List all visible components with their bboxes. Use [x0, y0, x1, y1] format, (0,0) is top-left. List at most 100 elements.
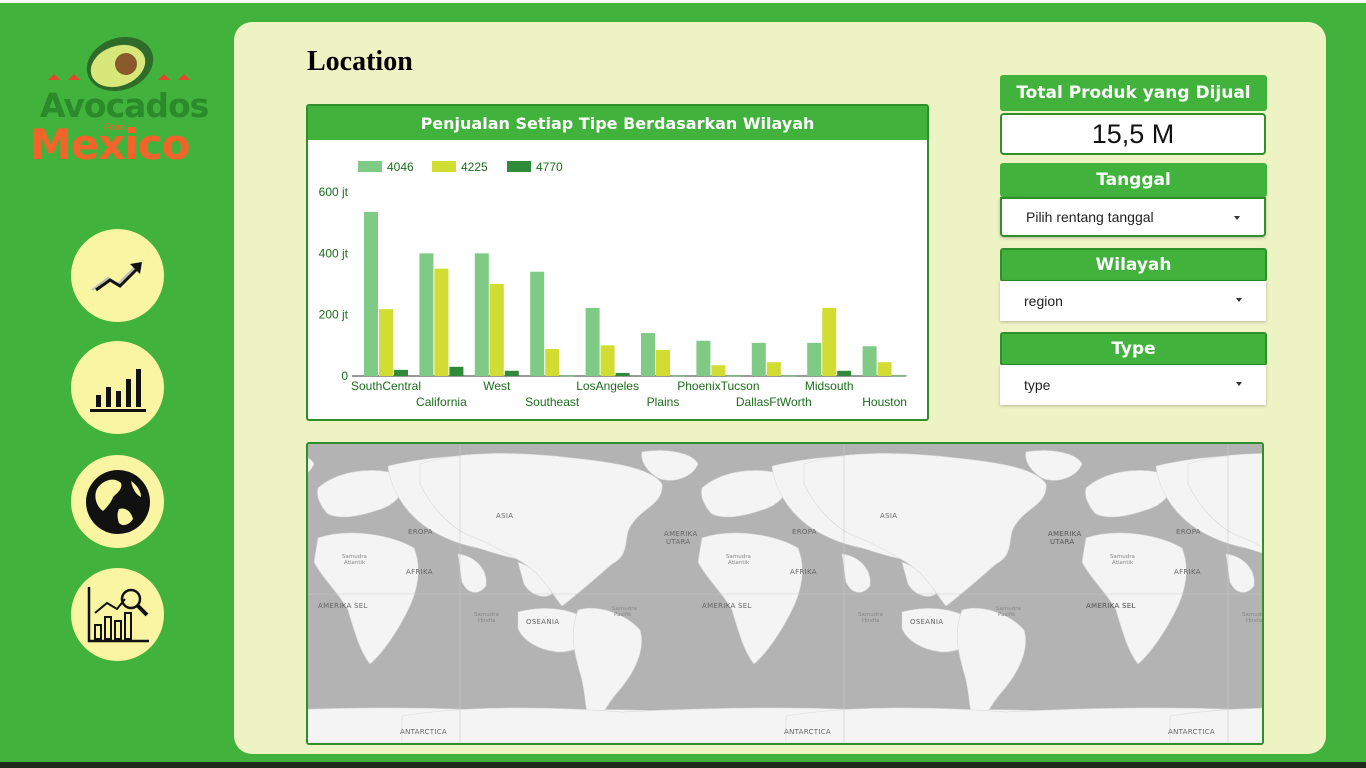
bar-chart[interactable]: 4046 4225 4770 0 200 jt 400 jt 600 jt SouthCent… [308, 140, 927, 419]
map-landmass [1225, 553, 1255, 593]
x-tick-label: PhoenixTucson [677, 379, 759, 393]
world-map[interactable]: ASIA EROPA AFRIKA OSEANIA ANTARCTICA Samudra H… [306, 442, 1264, 745]
map-label: Pasifik [614, 612, 632, 618]
total-header: Total Produk yang Dijual [1000, 75, 1267, 111]
bar-4770 [837, 370, 852, 376]
logo-text-avocados: Avocados [40, 86, 209, 125]
map-landmass [1169, 707, 1262, 743]
map-label: ANTARCTICA [1168, 728, 1215, 736]
map-label: Atlantik [344, 560, 366, 566]
region-dropdown[interactable]: region [1000, 281, 1266, 321]
map-tile [1169, 453, 1262, 743]
map-label: Atlantik [728, 560, 750, 566]
map-label: UTARA [1050, 538, 1075, 546]
total-value: 15,5 M [1000, 113, 1266, 155]
map-label: Hindia [1246, 618, 1262, 624]
map-label: AFRIKA [406, 568, 433, 576]
map-label: Hindia [862, 618, 880, 624]
bar-4046 [696, 340, 711, 376]
map-label: AMERIKA SEL [1086, 602, 1136, 610]
region-value: region [1024, 293, 1063, 309]
legend-label: 4770 [536, 160, 563, 174]
map-label: AMERIKA SEL [702, 602, 752, 610]
brand-logo: Avocados From Mexico [28, 24, 214, 169]
map-label: AFRIKA [790, 568, 817, 576]
logo-text-from: From [104, 122, 125, 132]
bar-4770 [615, 372, 630, 376]
bar-4046 [419, 253, 434, 376]
bar-4225 [489, 284, 504, 376]
map-landmass [419, 453, 663, 607]
bar-4770 [892, 375, 907, 377]
bar-4046 [530, 271, 545, 376]
map-label: Samudra [474, 612, 499, 618]
map-landmass [1187, 453, 1262, 547]
legend-swatch [358, 161, 382, 172]
bar-4046 [474, 253, 489, 376]
nav-analytics-button[interactable] [71, 568, 164, 661]
map-label: Pasifik [998, 612, 1016, 618]
bar-4225 [766, 362, 781, 376]
map-landmass [317, 470, 404, 518]
map-label: Samudra [996, 606, 1021, 612]
map-canvas[interactable]: ASIAEROPAAFRIKAOSEANIAANTARCTICASamudraH… [308, 444, 1262, 743]
bar-4046 [585, 307, 600, 376]
nav-barchart-button[interactable] [71, 341, 164, 434]
x-tick-label: LosAngeles [576, 379, 639, 393]
bar-4225 [656, 349, 670, 376]
x-tick-label: Plains [647, 395, 680, 409]
top-strip [0, 0, 1366, 3]
date-range-value: Pilih rentang tanggal [1026, 209, 1154, 225]
map-label: UTARA [1050, 538, 1075, 546]
bottom-strip [0, 762, 1366, 768]
x-tick-label: California [416, 395, 467, 409]
bar-4770 [781, 375, 796, 377]
map-landmass [701, 470, 788, 518]
bar-4770 [504, 370, 519, 376]
map-label: Samudra [1242, 612, 1262, 618]
map-label: AFRIKA [1174, 568, 1201, 576]
avocado-icon [48, 36, 190, 92]
map-label: ASIA [496, 512, 513, 520]
map-label: Samudra [612, 606, 637, 612]
logo-text-mexico: Mexico [30, 120, 191, 169]
bar-4046 [751, 342, 766, 376]
map-label: Samudra [726, 554, 751, 560]
analytics-search-icon [87, 586, 149, 642]
trend-up-icon [90, 261, 142, 291]
bar-4770 [671, 375, 685, 377]
map-label: UTARA [666, 538, 691, 546]
map-label: Samudra [1110, 554, 1135, 560]
type-dropdown[interactable]: type [1000, 365, 1266, 405]
x-tick-label: Southeast [525, 395, 580, 409]
bar-4225 [379, 309, 393, 376]
map-label: AMERIKA [1048, 530, 1082, 538]
map-label: AMERIKA SEL [318, 602, 368, 610]
nav-trend-button[interactable] [71, 229, 164, 322]
nav-globe-button[interactable] [71, 455, 164, 548]
bar-4225 [434, 268, 449, 376]
map-label: AMERIKA [664, 530, 698, 538]
map-landmass [841, 553, 871, 593]
bar-4770 [726, 375, 741, 377]
map-landmass [641, 450, 699, 481]
map-landmass [1081, 532, 1187, 665]
bar-4046 [807, 342, 822, 376]
x-tick-label: SouthCentral [351, 379, 421, 393]
map-label: OSEANIA [526, 618, 559, 626]
map-label: EROPA [408, 528, 433, 536]
map-label: EROPA [1176, 528, 1201, 536]
map-label: Atlantik [1112, 560, 1134, 566]
chevron-down-icon [1236, 298, 1242, 302]
bar-4225 [711, 365, 726, 376]
map-label: ANTARCTICA [784, 728, 831, 736]
date-header: Tanggal [1000, 163, 1267, 197]
bar-chart-card: Penjualan Setiap Tipe Berdasarkan Wilaya… [306, 104, 929, 421]
x-tick-label: DallasFtWorth [736, 395, 812, 409]
bar-4770 [394, 369, 408, 376]
date-range-dropdown[interactable]: Pilih rentang tanggal [1000, 197, 1266, 237]
map-label: Samudra [858, 612, 883, 618]
x-tick-label: Houston [862, 395, 907, 409]
map-landmass [697, 532, 803, 665]
y-tick-label: 400 jt [319, 246, 349, 260]
